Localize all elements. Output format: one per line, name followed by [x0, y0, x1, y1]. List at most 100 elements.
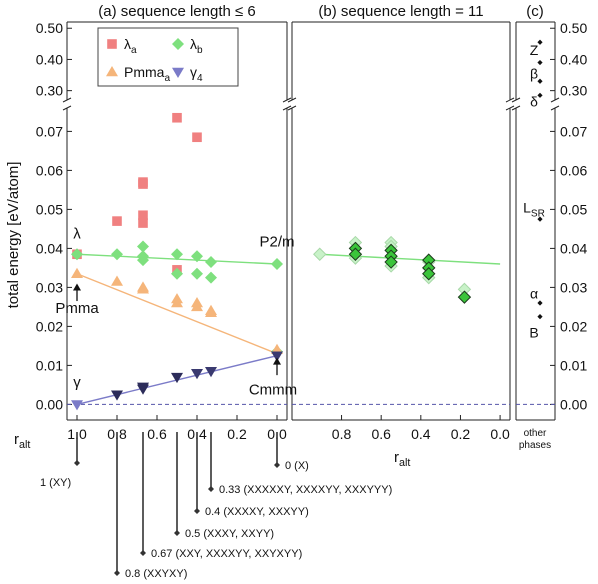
data-point-λa — [138, 210, 148, 221]
data-point-Pmmaa — [71, 267, 83, 278]
data-point-λb — [191, 267, 203, 280]
legend-label-2-sub: a — [164, 73, 170, 84]
axis-break-mark — [287, 97, 297, 103]
phase-point-0 — [537, 59, 543, 66]
y-tick-label-left: 0.30 — [36, 83, 63, 99]
data-point-γ4 — [205, 367, 217, 378]
annotation-arrow-head — [73, 283, 81, 291]
sequence-marker — [140, 550, 146, 556]
data-point-dark — [348, 247, 363, 261]
phase-label-0-main: Z — [530, 42, 539, 58]
data-point-γ4 — [171, 372, 183, 384]
annotation-arrow-head — [273, 357, 281, 365]
x-axis-label-c: phases — [519, 440, 551, 451]
y-tick-label-left: 0.40 — [36, 51, 63, 67]
sequence-label: 1 (XY) — [40, 477, 71, 489]
x-tick-label: 0.2 — [451, 426, 471, 442]
axis-break-mark — [282, 97, 292, 103]
legend-marker-0 — [107, 39, 117, 49]
axis-break-mark — [287, 105, 297, 111]
sequence-legend: 0 (X) 0.33 (XXXXXY, XXXXYY, XXXYYY) 0.4 (X… — [40, 432, 392, 580]
data-point-γ4 — [271, 351, 283, 362]
axis-break-mark — [282, 105, 292, 111]
phase-label-4: α — [530, 285, 538, 301]
legend-label-3-sub: 4 — [197, 73, 203, 84]
annotation-label: Cmmm — [249, 382, 297, 399]
y-tick-label-left: 0.01 — [36, 357, 63, 373]
data-point-λb — [191, 250, 203, 263]
y-tick-label-left: 0.50 — [36, 20, 63, 36]
data-point-γ4 — [191, 369, 203, 380]
legend-label-0-main: λ — [124, 36, 131, 52]
data-point-γ4 — [71, 400, 83, 411]
legend-label-0-sub: a — [131, 45, 137, 56]
legend-box — [97, 27, 239, 87]
x-axis-label-a-sub: alt — [19, 439, 30, 451]
data-point-Pmmaa — [137, 283, 149, 294]
y-tick-label-right: 0.07 — [560, 123, 587, 139]
data-point-λa — [112, 216, 122, 226]
panel-frame-c — [511, 21, 560, 421]
y-tick-label-left: 0.00 — [36, 396, 63, 412]
data-point-λa — [172, 112, 182, 123]
axis-break-mark — [62, 105, 72, 111]
phase-point-1 — [537, 78, 543, 84]
legend-label-1-sub: b — [197, 45, 203, 56]
x-tick-label: 0.6 — [371, 426, 391, 442]
panel-b-data — [313, 235, 501, 304]
phase-label-2-main: δ — [530, 94, 538, 110]
plot-root: 0.00 0.000.01 0.010.02 0.020.03 0.030.04 0.04… — [5, 3, 587, 580]
sequence-marker — [274, 462, 280, 468]
x-axis-label-a: ralt — [14, 431, 30, 451]
y-tick-label-right: 0.04 — [560, 240, 587, 256]
phase-label-3: LSR — [523, 199, 545, 219]
data-point-dark — [422, 267, 436, 281]
data-point-λa — [138, 218, 148, 228]
y-tick-label-right: 0.06 — [560, 162, 587, 178]
axis-break-mark — [511, 105, 521, 111]
legend-marker-3 — [172, 67, 184, 78]
data-point-λb — [205, 271, 217, 284]
data-point-γ4 — [111, 390, 123, 401]
sequence-label: 0.4 (XXXXY, XXXYY) — [205, 506, 309, 518]
legend-label-3-main: γ — [190, 64, 197, 80]
sequence-marker — [208, 486, 214, 492]
y-tick-label-left: 0.05 — [36, 201, 63, 217]
panel-frame-b — [287, 21, 515, 421]
panel-title-c: (c) — [526, 3, 544, 20]
data-point-dark — [457, 290, 472, 304]
sequence-label: 0.8 (XXYXY) — [125, 568, 187, 580]
sequence-marker — [194, 508, 200, 514]
y-tick-label-left: 0.04 — [36, 240, 63, 256]
phase-label-3-main: L — [523, 199, 531, 215]
axis-break-mark — [511, 97, 521, 103]
y-axis-label: total energy [eV/atom] — [5, 162, 22, 309]
data-point-λb — [271, 258, 283, 270]
panel-title-b: (b) sequence length = 11 — [318, 3, 483, 20]
data-point-λa — [138, 179, 148, 189]
x-tick-label: 0.6 — [147, 426, 167, 442]
phase-label-0: Z — [530, 42, 539, 58]
sequence-label: 0.5 (XXXY, XXYY) — [185, 528, 274, 540]
axis-break-mark — [550, 105, 560, 111]
data-point-light — [313, 247, 327, 261]
data-point-γ4 — [137, 384, 149, 395]
axis-break-mark — [550, 97, 560, 103]
data-point-Pmmaa — [171, 297, 183, 308]
y-tick-label-right: 0.02 — [560, 318, 587, 334]
phase-label-4-main: α — [530, 285, 538, 301]
phase-label-5: B — [529, 324, 538, 340]
y-tick-label-right: 0.05 — [560, 201, 587, 217]
x-tick-label: 0.4 — [411, 426, 431, 442]
data-point-Pmmaa — [111, 275, 123, 286]
x-axis-label-c: other — [524, 428, 547, 439]
y-tick-label-right: 0.30 — [560, 83, 587, 99]
legend-label-0: λa — [124, 36, 137, 56]
panel-title-a: (a) sequence length ≤ 6 — [98, 3, 256, 20]
y-tick-label-right: 0.50 — [560, 20, 587, 36]
panel-frame-a — [62, 21, 292, 421]
sequence-marker — [174, 530, 180, 536]
data-point-λa — [192, 132, 202, 143]
